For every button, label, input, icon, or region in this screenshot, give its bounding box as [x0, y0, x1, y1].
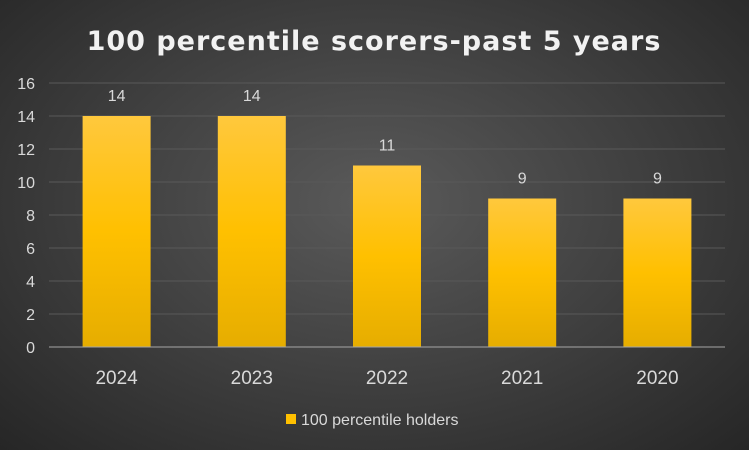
data-label: 9: [518, 171, 527, 188]
data-label: 9: [653, 171, 662, 188]
y-tick-label: 14: [17, 109, 35, 126]
bar-2023: [217, 116, 286, 347]
legend-swatch: [286, 414, 296, 424]
y-tick-label: 2: [26, 307, 35, 324]
x-tick-label: 2021: [501, 368, 543, 389]
bar-2022: [353, 165, 421, 347]
x-tick-label: 2020: [636, 368, 678, 389]
y-tick-label: 4: [26, 274, 35, 291]
y-tick-label: 10: [17, 175, 35, 192]
y-tick-label: 12: [17, 142, 35, 159]
x-tick-label: 2023: [231, 368, 273, 389]
data-label: 11: [379, 138, 396, 155]
x-tick-label: 2024: [95, 368, 138, 389]
legend-label: 100 percentile holders: [301, 412, 458, 429]
y-tick-label: 8: [26, 208, 35, 225]
chart-title: 100 percentile scorers-past 5 years: [87, 26, 662, 57]
data-label: 14: [108, 88, 126, 105]
x-tick-label: 2022: [366, 368, 408, 389]
bar-2020: [623, 198, 692, 347]
y-tick-label: 6: [26, 241, 35, 258]
legend: 100 percentile holders: [286, 412, 458, 429]
data-label: 14: [243, 88, 261, 105]
y-tick-label: 16: [17, 76, 35, 93]
bar-2021: [488, 198, 557, 347]
bar-2024: [82, 116, 151, 347]
y-tick-label: 0: [26, 340, 35, 357]
